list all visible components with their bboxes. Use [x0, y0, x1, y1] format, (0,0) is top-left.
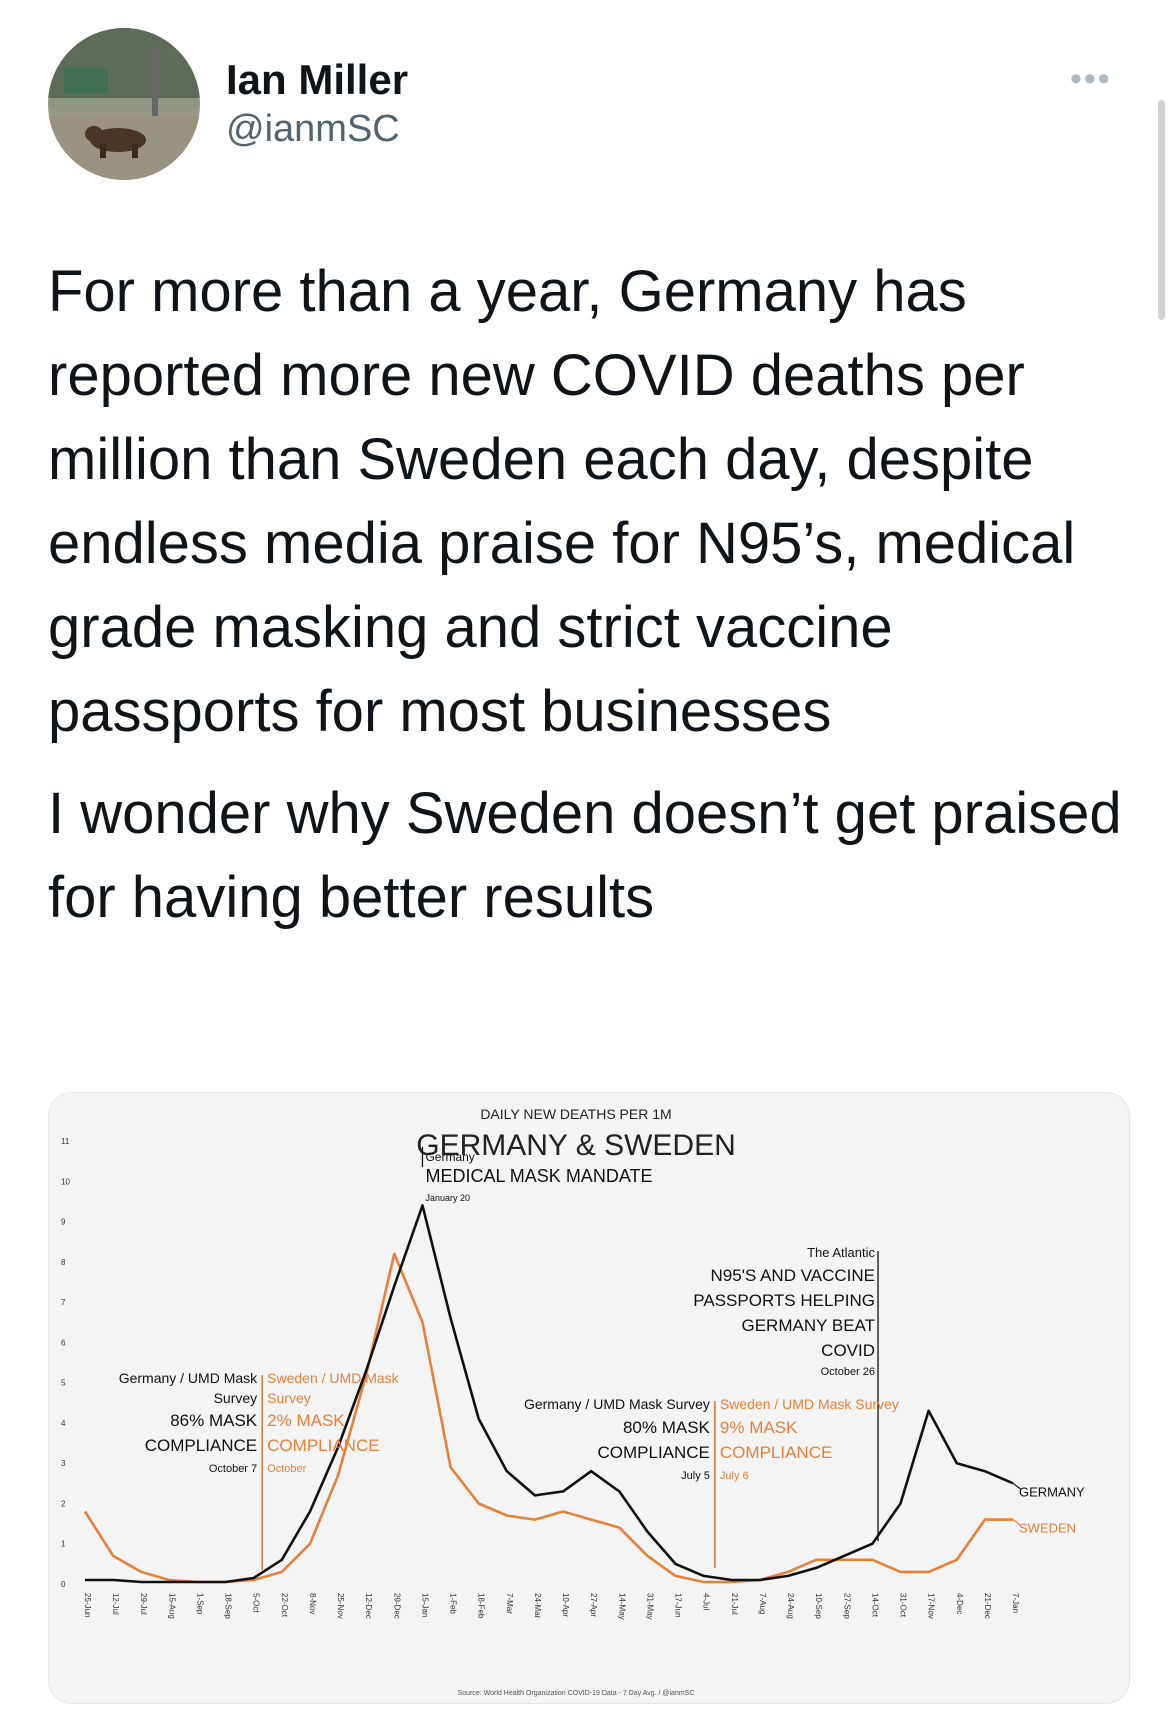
x-tick-label: 1-Sep — [195, 1593, 204, 1615]
x-tick-label: 1-Feb — [449, 1593, 458, 1614]
x-tick-label: 25-Nov — [336, 1593, 345, 1619]
x-tick-label: 27-Apr — [589, 1593, 598, 1617]
annotation-text: Germany / UMD Mask Survey — [524, 1396, 710, 1412]
author-handle[interactable]: @ianmSC — [226, 108, 400, 150]
x-tick-label: 12-Jul — [111, 1593, 120, 1615]
annotation-text: Survey — [267, 1390, 311, 1406]
x-tick-label: 4-Dec — [955, 1593, 964, 1614]
tweet-text: For more than a year, Germany has report… — [48, 250, 1128, 940]
annotation-text: Survey — [214, 1390, 258, 1406]
annotation-text: Germany / UMD Mask — [119, 1370, 258, 1386]
x-tick-label: 5-Oct — [252, 1593, 261, 1613]
annotation-text: 86% MASK — [170, 1411, 258, 1430]
x-tick-label: 21-Dec — [983, 1593, 992, 1619]
annotation-text: MEDICAL MASK MANDATE — [425, 1166, 652, 1186]
x-tick-label: 27-Sep — [842, 1593, 851, 1619]
y-tick-label: 2 — [61, 1499, 66, 1508]
x-tick-label: 24-Aug — [786, 1593, 795, 1619]
avatar[interactable] — [48, 28, 200, 180]
x-tick-label: 21-Jul — [730, 1593, 739, 1615]
y-tick-label: 9 — [61, 1218, 66, 1227]
series-line-germany — [85, 1204, 1014, 1584]
x-tick-label: 22-Oct — [280, 1593, 289, 1618]
annotation-text: 9% MASK — [720, 1418, 798, 1437]
tweet-paragraph: I wonder why Sweden doesn’t get praised … — [48, 781, 1122, 930]
y-tick-label: 6 — [61, 1338, 66, 1347]
annotation-text: COMPLIANCE — [720, 1443, 832, 1462]
y-tick-label: 7 — [61, 1298, 66, 1307]
x-tick-label: 14-Oct — [870, 1593, 879, 1618]
x-tick-label: 24-Mar — [533, 1593, 542, 1619]
tweet-paragraph: For more than a year, Germany has report… — [48, 259, 1076, 744]
chart-image[interactable]: DAILY NEW DEATHS PER 1M GERMANY & SWEDEN… — [48, 1092, 1130, 1704]
x-tick-label: 7-Jan — [1011, 1593, 1020, 1613]
series-end-label-sweden: SWEDEN — [1019, 1521, 1076, 1536]
x-tick-label: 7-Aug — [758, 1593, 767, 1614]
annotation-text: 2% MASK — [267, 1411, 345, 1430]
annotation-text: Sweden / UMD Mask — [267, 1370, 399, 1386]
x-tick-label: 31-Oct — [899, 1593, 908, 1618]
annotation-text: October — [267, 1463, 306, 1475]
series-end-label-germany: GERMANY — [1019, 1484, 1085, 1499]
author-name[interactable]: Ian Miller — [226, 56, 409, 103]
y-tick-label: 1 — [61, 1540, 66, 1549]
annotation-text: COMPLIANCE — [267, 1436, 379, 1455]
series-end-tick — [1012, 1482, 1022, 1490]
x-tick-label: 31-May — [645, 1593, 654, 1620]
annotation-text: January 20 — [425, 1193, 470, 1203]
annotation-text: July 6 — [720, 1470, 749, 1482]
scrollbar[interactable] — [1158, 100, 1165, 320]
x-tick-label: 29-Jul — [139, 1593, 148, 1615]
x-tick-label: 10-Apr — [561, 1593, 570, 1617]
chart-source: Source: World Health Organization COVID-… — [458, 1690, 695, 1697]
x-tick-label: 25-Jun — [83, 1593, 92, 1617]
annotation-text: COMPLIANCE — [597, 1443, 709, 1462]
x-tick-label: 4-Jul — [702, 1593, 711, 1611]
series-end-tick — [1012, 1519, 1022, 1527]
annotation-text: October 26 — [821, 1366, 875, 1378]
annotation-text: N95'S AND VACCINE — [711, 1266, 875, 1285]
annotation-text: Sweden / UMD Mask Survey — [720, 1396, 899, 1412]
line-chart: DAILY NEW DEATHS PER 1M GERMANY & SWEDEN… — [61, 1106, 1085, 1697]
chart-supertitle: DAILY NEW DEATHS PER 1M — [480, 1106, 671, 1122]
x-tick-label: 18-Sep — [224, 1593, 233, 1619]
x-tick-label: 8-Nov — [308, 1593, 317, 1614]
x-tick-label: 15-Aug — [167, 1593, 176, 1619]
y-tick-label: 10 — [61, 1177, 70, 1186]
x-tick-label: 14-May — [617, 1593, 626, 1620]
x-tick-label: 12-Dec — [364, 1593, 373, 1619]
annotation-text: GERMANY BEAT — [742, 1316, 876, 1335]
annotation-text: PASSPORTS HELPING — [693, 1291, 875, 1310]
y-tick-label: 0 — [61, 1580, 66, 1589]
annotation-text: COMPLIANCE — [145, 1436, 257, 1455]
annotation-text: July 5 — [681, 1470, 710, 1482]
annotation-text: The Atlantic — [807, 1245, 875, 1260]
annotation-text: COVID — [821, 1341, 875, 1360]
more-horizontal-icon[interactable]: ••• — [1070, 60, 1112, 98]
y-tick-label: 8 — [61, 1258, 66, 1267]
chart-title: GERMANY & SWEDEN — [416, 1129, 736, 1162]
annotation-text: 80% MASK — [623, 1418, 711, 1437]
y-tick-label: 5 — [61, 1379, 66, 1388]
y-tick-label: 4 — [61, 1419, 66, 1428]
annotation-text: Germany — [425, 1150, 474, 1164]
x-tick-label: 17-Nov — [927, 1593, 936, 1619]
x-tick-label: 29-Dec — [392, 1593, 401, 1619]
x-tick-label: 18-Feb — [477, 1593, 486, 1619]
y-tick-label: 11 — [61, 1137, 70, 1146]
annotation-text: October 7 — [209, 1463, 257, 1475]
y-tick-label: 3 — [61, 1459, 66, 1468]
x-tick-label: 15-Jan — [420, 1593, 429, 1617]
x-tick-label: 17-Jun — [674, 1593, 683, 1617]
x-tick-label: 7-Mar — [505, 1593, 514, 1614]
x-tick-label: 10-Sep — [814, 1593, 823, 1619]
avatar-bear-photo — [48, 28, 200, 180]
